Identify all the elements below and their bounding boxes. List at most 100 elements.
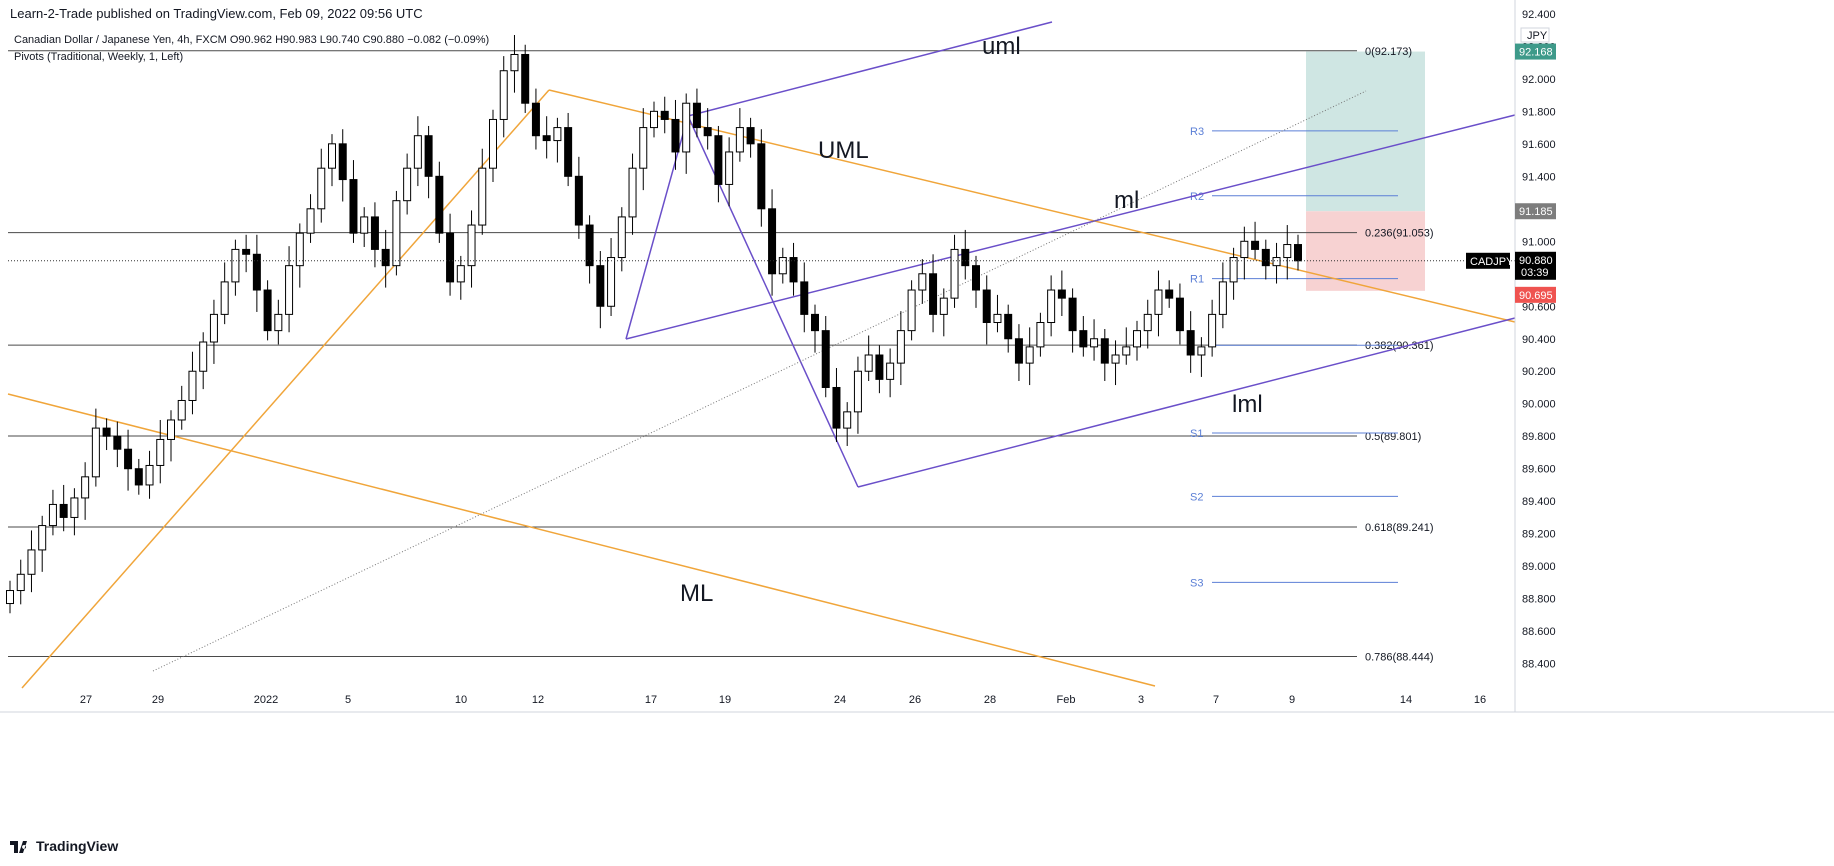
candle-body — [843, 411, 852, 429]
fib-level-label: 0(92.173) — [1365, 46, 1412, 58]
candle-body — [714, 135, 723, 185]
pivot-label: R3 — [1190, 126, 1204, 138]
price-tick-label: 91.000 — [1522, 236, 1556, 248]
time-tick-label: 14 — [1400, 694, 1412, 706]
annotation-ml: ml — [1114, 187, 1139, 214]
candle-body — [295, 232, 304, 267]
pivot-label: S1 — [1190, 428, 1203, 440]
time-tick-label: 27 — [80, 694, 92, 706]
candle-body — [671, 118, 680, 153]
entry-price-tag-bg — [1515, 203, 1556, 220]
candle-body — [27, 549, 36, 575]
candle-body — [403, 167, 412, 202]
time-tick-label: 3 — [1138, 694, 1144, 706]
time-tick-label: 24 — [834, 694, 846, 706]
candle-body — [961, 248, 970, 267]
time-tick-label: 17 — [645, 694, 657, 706]
candle-body — [682, 102, 691, 153]
candle-body — [220, 281, 229, 315]
candle-body — [263, 289, 272, 332]
time-axis[interactable]: 27 29 2022 5 10 12 17 19 24 26 28 Feb 3 7 9 14 16 — [0, 694, 1834, 713]
candle-body — [446, 232, 455, 283]
candle-body — [177, 399, 186, 421]
candle-body — [542, 135, 551, 142]
candle-body — [199, 341, 208, 372]
candle-body — [1014, 338, 1023, 364]
candle-body — [982, 289, 991, 324]
candle-body — [1004, 313, 1013, 340]
candle-body — [81, 476, 90, 499]
candle-body — [70, 497, 79, 518]
candle-body — [768, 208, 777, 275]
candle-body — [1025, 346, 1034, 364]
time-tick-label: 28 — [984, 694, 996, 706]
candle-body — [918, 273, 927, 291]
candle-body — [596, 265, 605, 307]
price-tick-label: 91.600 — [1522, 139, 1556, 151]
candle-body — [456, 265, 465, 283]
candle-body — [1122, 346, 1131, 356]
candle-body — [692, 102, 701, 129]
candle-body — [800, 281, 809, 315]
candle-body — [950, 248, 959, 299]
candle-body — [1100, 338, 1109, 364]
candle-body — [789, 257, 798, 283]
candle-body — [1208, 313, 1217, 348]
currency-badge — [1520, 27, 1550, 43]
price-tick-label: 89.000 — [1522, 561, 1556, 573]
candle-body — [1197, 346, 1206, 356]
candle-body — [607, 257, 616, 307]
orange-median-line-lower — [7, 393, 1156, 687]
candle-body — [124, 448, 133, 470]
candle-body — [811, 313, 819, 332]
pivot-label: S2 — [1190, 491, 1203, 503]
candle-body — [188, 370, 197, 401]
candle-body — [1175, 297, 1184, 332]
symbol-tag: CADJPY — [1470, 256, 1514, 268]
pivots-indicator-line[interactable]: Pivots (Traditional, Weekly, 1, Left) — [14, 51, 184, 63]
candle-body — [252, 253, 261, 291]
candle-body — [1240, 240, 1249, 259]
candle-body — [1111, 354, 1120, 364]
candle-body — [1272, 257, 1281, 267]
candle-body — [1294, 244, 1302, 262]
candle-body — [338, 143, 347, 181]
candle-body — [574, 175, 583, 226]
candle-body — [1068, 297, 1077, 332]
annotation-uml: uml — [982, 33, 1021, 60]
candle-body — [1186, 330, 1195, 356]
candle-body — [1036, 322, 1045, 348]
fibonacci-levels: 0(92.173)0.236(91.053)0.382(90.361)0.5(8… — [8, 46, 1434, 663]
time-tick-label: 16 — [1474, 694, 1486, 706]
tradingview-logo-icon — [10, 840, 30, 853]
stop-price-tag-bg — [1515, 286, 1556, 303]
purple-median-line — [625, 114, 1516, 340]
candle-body — [993, 313, 1002, 324]
candle-body — [16, 573, 25, 592]
fib-level-label: 0.786(88.444) — [1365, 651, 1434, 663]
candle-body — [499, 70, 508, 120]
price-tick-label: 90.400 — [1522, 334, 1556, 346]
candle-body — [231, 248, 240, 283]
candle-body — [370, 216, 379, 250]
price-axis[interactable]: 88.400 88.600 88.800 89.000 89.200 89.400 89.6… — [1514, 0, 1556, 712]
candle-body — [1283, 244, 1292, 259]
candle-body — [1090, 338, 1099, 348]
candle-body — [617, 216, 626, 259]
candle-body — [1165, 289, 1174, 299]
candle-body — [778, 257, 787, 275]
currency-label: JPY — [1527, 30, 1548, 42]
candle-body — [585, 224, 594, 267]
candle-body — [113, 435, 122, 450]
fib-level-label: 0.5(89.801) — [1365, 431, 1421, 443]
symbol-tag-bg — [1466, 252, 1510, 269]
candle-body — [1251, 240, 1260, 250]
candle-body — [306, 208, 315, 234]
candle-body — [864, 354, 873, 372]
candle-body — [628, 167, 637, 218]
target-price-tag: 92.168 — [1519, 47, 1553, 59]
price-tick-label: 92.000 — [1522, 74, 1556, 86]
